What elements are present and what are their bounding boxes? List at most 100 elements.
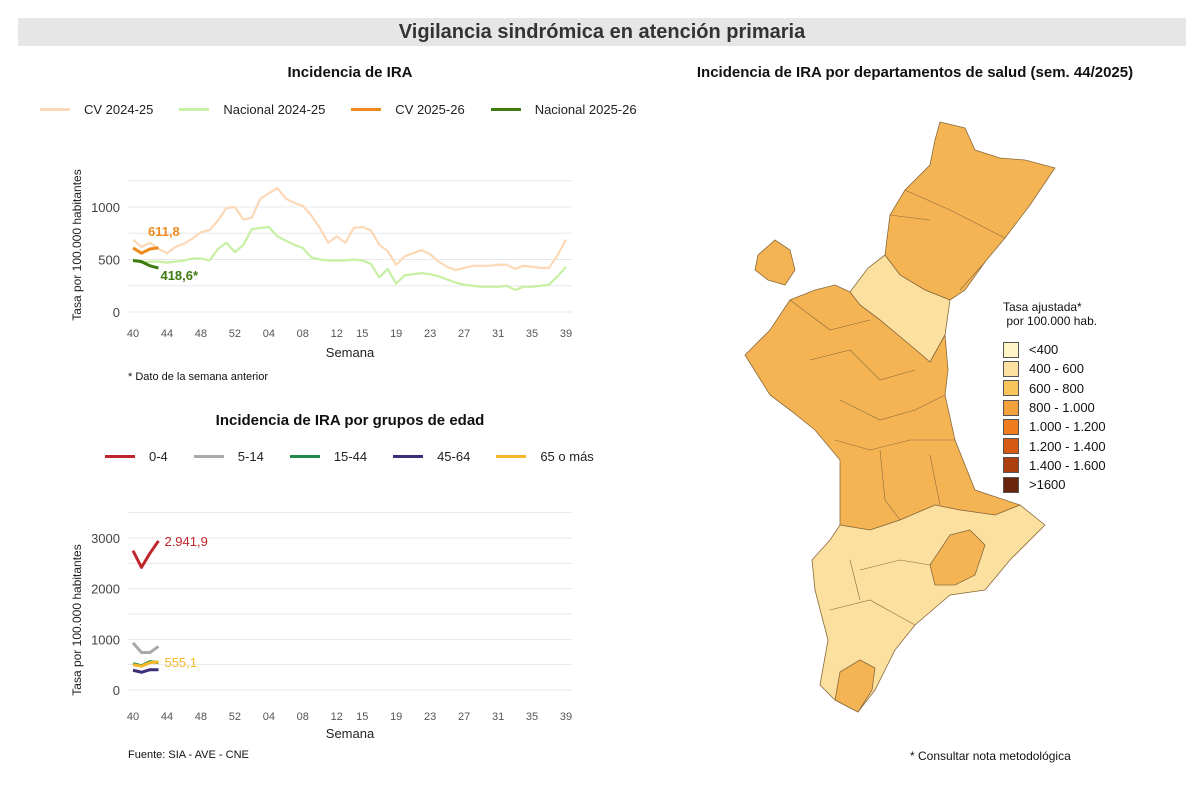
map-orange-south [834, 659, 876, 713]
legend-color-box [1003, 476, 1019, 493]
legend-color-box [1003, 457, 1019, 474]
map-title: Incidencia de IRA por departamentos de s… [696, 64, 1134, 81]
legend-item: Nacional 2025-26 [490, 102, 637, 117]
x-axis-label: Semana [326, 345, 375, 360]
map-legend-item: 1.200 - 1.400 [1003, 436, 1106, 455]
x-tick-label: 23 [424, 711, 436, 723]
x-tick-label: 35 [526, 711, 538, 723]
legend-label: Nacional 2025-26 [534, 102, 637, 117]
x-tick-label: 27 [458, 711, 470, 723]
legend-swatch [193, 455, 224, 458]
x-tick-label: 40 [127, 328, 139, 340]
legend-label: CV 2024-25 [84, 102, 154, 117]
x-tick-label: 27 [458, 328, 470, 340]
legend-color-box [1003, 438, 1019, 455]
y-axis-label: Tasa por 100.000 habitantes [70, 544, 84, 695]
legend-swatch [179, 108, 210, 111]
legend-item: 0-4 [105, 449, 168, 464]
legend-color-box [1003, 399, 1019, 416]
legend-swatch [351, 108, 382, 111]
map-legend-item: 800 - 1.000 [1003, 398, 1106, 417]
chart-title-age: Incidencia de IRA por grupos de edad [215, 412, 485, 429]
series-line-0-4 [131, 540, 160, 569]
note-source: Fuente: SIA - AVE - CNE [128, 749, 249, 761]
series-line-CV-2025-26 [132, 246, 159, 255]
legend-class-label: 800 - 1.000 [1029, 400, 1095, 416]
x-tick-label: 31 [492, 328, 504, 340]
y-tick-label: 0 [113, 683, 120, 698]
map-legend-item: 1.400 - 1.600 [1003, 456, 1106, 475]
legend-swatch [490, 108, 521, 111]
map-ademuz [754, 239, 796, 286]
legend-swatch [40, 108, 70, 111]
legend-class-label: 600 - 800 [1029, 380, 1084, 396]
legend-item: Nacional 2024-25 [179, 102, 325, 117]
legend-item: 5-14 [193, 449, 264, 464]
legend-class-label: <400 [1029, 342, 1059, 358]
legend-label: 0-4 [149, 449, 168, 464]
legend-item: CV 2024-25 [40, 102, 153, 117]
data-label: 555,1 [164, 655, 197, 670]
data-label: 418,6* [160, 268, 199, 283]
legend-ira: CV 2024-25 Nacional 2024-25 CV 2025-26 Naci… [40, 102, 663, 117]
map-legend: Tasa ajustada* por 100.000 hab. <400 400 … [1003, 300, 1106, 494]
x-tick-label: 12 [331, 711, 343, 723]
y-tick-label: 1000 [91, 632, 120, 647]
map-legend-title: Tasa ajustada* por 100.000 hab. [1003, 300, 1106, 328]
map-internal-borders [789, 189, 1006, 626]
legend-item: 65 o más [496, 449, 594, 464]
note-ira: * Dato de la semana anterior [128, 371, 269, 383]
series-line-65-o-m-s [132, 660, 159, 668]
legend-label: CV 2025-26 [395, 102, 465, 117]
x-tick-label: 48 [195, 711, 207, 723]
x-tick-label: 15 [356, 711, 368, 723]
legend-label: 65 o más [540, 449, 594, 464]
x-tick-label: 12 [331, 328, 343, 340]
map-legend-item: >1600 [1003, 475, 1106, 494]
series-line-5-14 [131, 641, 160, 655]
legend-class-label: 1.200 - 1.400 [1029, 438, 1106, 454]
y-tick-label: 1000 [91, 200, 120, 215]
x-axis-label: Semana [326, 726, 375, 741]
legend-class-label: >1600 [1029, 477, 1066, 493]
map-legend-item: 600 - 800 [1003, 379, 1106, 398]
x-tick-label: 19 [390, 711, 402, 723]
x-tick-label: 19 [390, 328, 402, 340]
map-valencia [744, 284, 1022, 531]
legend-swatch [105, 455, 135, 458]
x-tick-label: 39 [560, 711, 572, 723]
legend-label: 5-14 [237, 449, 264, 464]
legend-color-box [1003, 380, 1019, 397]
region-map [744, 121, 1056, 713]
legend-item: CV 2025-26 [351, 102, 465, 117]
chart-1: 0 1000 2000 3000 40 44 48 52 04 08 12 15 19 23 27 31 35 3… [70, 512, 572, 741]
x-tick-label: 44 [161, 711, 173, 723]
x-tick-label: 04 [263, 328, 275, 340]
x-tick-label: 48 [195, 328, 207, 340]
y-tick-label: 3000 [91, 531, 120, 546]
series-line-CV-2024-25 [132, 187, 567, 272]
x-tick-label: 04 [263, 711, 275, 723]
legend-title: Tasa ajustada* [1003, 300, 1082, 314]
legend-swatch [393, 455, 424, 458]
x-tick-label: 52 [229, 328, 241, 340]
chart-title-ira: Incidencia de IRA [287, 64, 413, 81]
y-axis-label: Tasa por 100.000 habitantes [70, 169, 84, 320]
x-tick-label: 35 [526, 328, 538, 340]
legend-subtitle: por 100.000 hab. [1006, 314, 1098, 328]
legend-label: 45-64 [437, 449, 471, 464]
series-line-Nacional-2025-26 [132, 259, 159, 270]
x-tick-label: 23 [424, 328, 436, 340]
legend-age: 0-4 5-14 15-44 45-64 65 o más [105, 449, 620, 464]
series-line-Nacional-2024-25 [132, 225, 567, 292]
legend-class-label: 1.400 - 1.600 [1029, 457, 1106, 473]
x-tick-label: 08 [297, 328, 309, 340]
data-label: 611,8 [148, 224, 180, 239]
legend-color-box [1003, 418, 1019, 435]
data-label: 2.941,9 [164, 534, 207, 549]
legend-color-box [1003, 360, 1019, 377]
x-tick-label: 39 [560, 328, 572, 340]
chart-0: 0 500 1000 40 44 48 52 04 08 12 15 19 23 27 31 35 39 Sema… [70, 169, 572, 360]
y-tick-label: 0 [113, 305, 120, 320]
